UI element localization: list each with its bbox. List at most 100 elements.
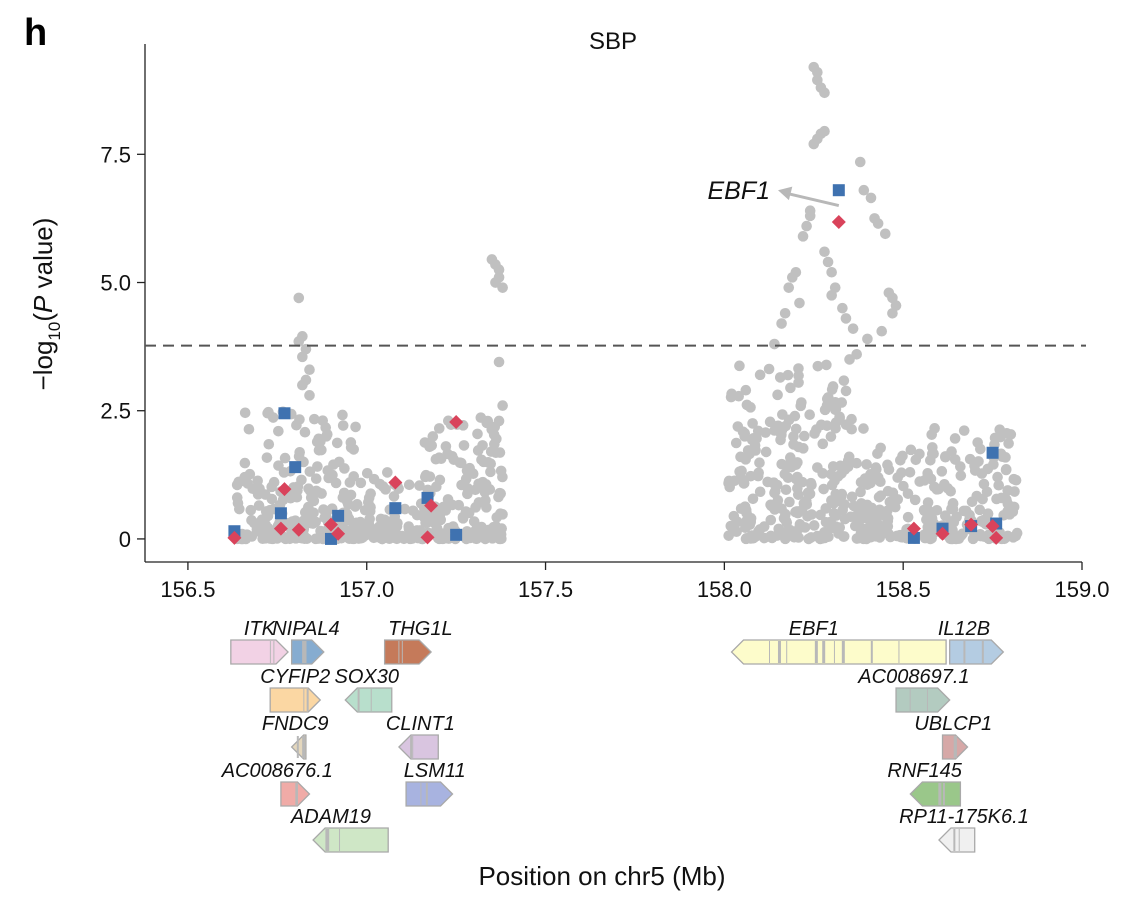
variant-point: [977, 493, 988, 505]
variant-point: [931, 484, 943, 495]
gene-arrow: [405, 781, 454, 807]
variant-point: [782, 369, 794, 381]
variant-point: [842, 455, 854, 466]
lead-variant-square: [289, 461, 302, 474]
variant-point: [723, 530, 734, 541]
variant-point: [754, 524, 766, 535]
variant-point: [486, 424, 498, 435]
variant-point: [437, 533, 449, 545]
variant-point: [399, 503, 411, 515]
variant-point: [764, 416, 776, 428]
variant-point: [826, 266, 837, 278]
variant-point: [996, 451, 1008, 462]
variant-point: [777, 409, 788, 420]
gene-label: IL12B: [938, 618, 990, 640]
variant-point: [926, 513, 938, 524]
variant-point: [494, 487, 505, 499]
variant-point: [817, 438, 829, 450]
variant-point: [490, 447, 502, 459]
y-tick-label: 2.5: [100, 399, 131, 424]
variant-point: [317, 415, 328, 426]
variant-point: [377, 481, 389, 492]
variant-point: [460, 473, 472, 485]
variant-point: [854, 156, 866, 168]
variant-point: [808, 138, 820, 150]
variant-point: [895, 454, 906, 466]
variant-point: [337, 420, 349, 431]
lead-variant-square: [278, 407, 291, 420]
variant-point: [873, 491, 885, 503]
variant-point: [422, 512, 434, 523]
variant-point: [808, 520, 820, 531]
variant-point: [827, 381, 839, 392]
lead-variant-square: [832, 184, 845, 197]
variant-point: [876, 325, 888, 337]
variant-point: [909, 494, 921, 506]
variant-point: [862, 523, 874, 534]
variant-point: [330, 477, 342, 489]
variant-point: [754, 486, 766, 498]
lead-variant-diamond: [831, 215, 846, 229]
gene-label: LSM11: [404, 760, 466, 782]
variant-point: [862, 513, 874, 525]
variant-point: [840, 313, 852, 324]
variant-point: [361, 467, 373, 479]
variant-point: [919, 505, 930, 517]
variant-point: [481, 502, 492, 513]
variant-point: [771, 479, 783, 491]
x-axis-label: Position on chr5 (Mb): [478, 861, 725, 891]
variant-point: [833, 528, 844, 539]
variant-point: [780, 484, 792, 496]
lead-variant-square: [450, 528, 463, 541]
gene-label: AC008676.1: [221, 760, 333, 782]
gene-arrow: [730, 639, 947, 665]
variant-point: [929, 423, 940, 434]
variant-point: [925, 455, 936, 466]
lead-variant-diamond: [989, 530, 1004, 545]
variant-point: [830, 488, 842, 500]
variant-point: [815, 419, 827, 431]
variant-point: [851, 457, 862, 469]
variant-point: [855, 486, 866, 498]
variant-point: [865, 192, 877, 204]
lead-variant-diamond: [964, 517, 979, 532]
variant-point: [495, 508, 506, 519]
variant-point: [723, 475, 735, 487]
variant-point: [365, 488, 376, 499]
variant-point: [940, 451, 951, 463]
variant-point: [736, 465, 747, 477]
variant-point: [725, 391, 737, 403]
variant-point: [839, 513, 851, 525]
variant-point: [312, 486, 324, 498]
lead-variant-diamond: [935, 526, 950, 541]
variant-point: [735, 451, 746, 463]
variant-point: [740, 522, 751, 534]
variant-point: [297, 379, 308, 391]
variant-point: [477, 526, 489, 537]
variant-point: [816, 533, 828, 544]
gene-arrow: [280, 781, 311, 807]
lead-variant-square: [389, 502, 402, 515]
x-tick-label: 158.5: [876, 577, 931, 602]
variant-point: [243, 423, 255, 435]
gene-label: ITK: [244, 618, 277, 640]
variant-point: [434, 510, 445, 521]
variant-point: [858, 184, 870, 196]
chart-title: SBP: [589, 28, 637, 55]
lead-variant-diamond: [227, 530, 242, 545]
variant-point: [993, 479, 1005, 491]
variant-point: [781, 517, 793, 528]
variant-point: [922, 497, 934, 508]
variant-point: [822, 256, 834, 268]
variant-point: [838, 375, 850, 386]
variant-point: [819, 246, 830, 258]
variant-point: [427, 431, 439, 442]
variant-point: [789, 410, 801, 422]
variant-point: [977, 516, 989, 528]
variant-point: [904, 467, 916, 478]
lead-variant-diamond: [331, 526, 346, 541]
variant-point: [772, 389, 783, 401]
variant-point: [840, 385, 852, 397]
variant-point: [434, 474, 446, 486]
annotation-arrow-shaft: [785, 191, 840, 208]
